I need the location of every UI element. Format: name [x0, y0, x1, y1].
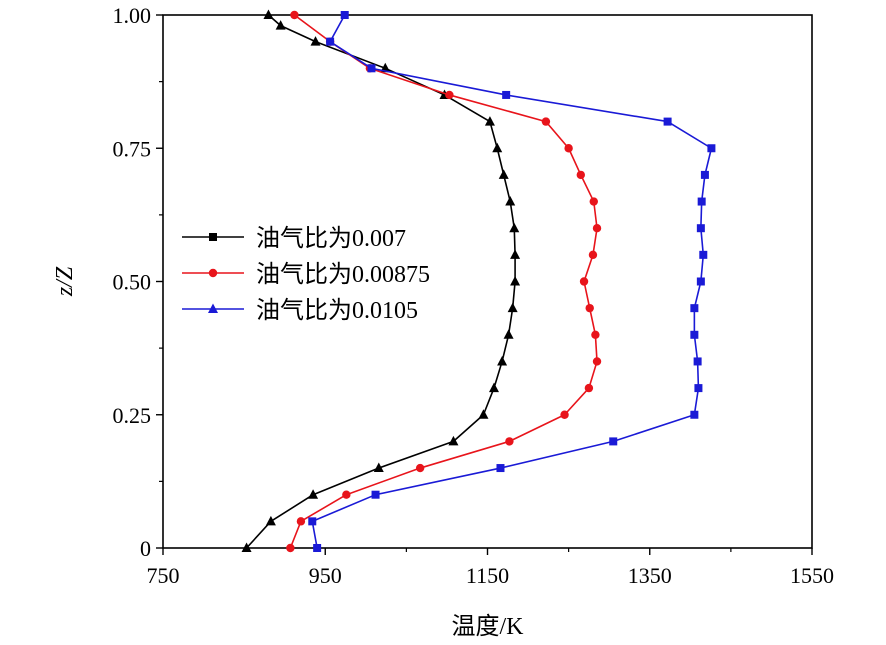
series-2-point — [560, 410, 569, 419]
ticks-layer: 750 950 1150 1350 1550 0 0.25 0.50 0.75 1.00 — [113, 3, 835, 588]
series-3-point — [367, 64, 376, 73]
series-1-point — [478, 409, 489, 419]
series-1-point — [507, 302, 518, 313]
series-3-point — [696, 277, 705, 286]
series-3-point — [700, 170, 709, 179]
legend-item-3: 油气比为0.0105 — [182, 297, 418, 324]
y-axis-title: z/Z — [52, 266, 78, 297]
x-tick-label: 750 — [147, 563, 180, 588]
series-3-point — [694, 384, 703, 393]
series-2-point — [415, 463, 425, 473]
series-3-point — [697, 197, 706, 206]
series-2-point — [296, 517, 306, 526]
series-3-point — [371, 490, 380, 499]
series-1-point — [263, 9, 274, 19]
series-2-point — [592, 224, 602, 233]
legend-item-1: 油气比为0.007 — [182, 225, 406, 252]
series-1-point — [510, 276, 521, 286]
series-3-point — [313, 544, 322, 552]
legend-marker — [208, 303, 218, 313]
x-axis-title: 温度/K — [452, 613, 525, 640]
y-tick-label: 0.75 — [113, 136, 152, 161]
series-2-point — [591, 330, 600, 339]
legend-marker — [208, 268, 218, 278]
series-2-point — [592, 357, 602, 366]
series-1-point — [492, 142, 503, 153]
series-3-point — [609, 437, 618, 446]
series-2-point — [290, 10, 299, 20]
series-2-point — [589, 197, 598, 206]
series-3-point — [663, 117, 672, 126]
series-1-point — [498, 169, 509, 179]
series-3 — [308, 11, 716, 552]
series-2-point — [286, 543, 295, 553]
series-1-point — [448, 435, 459, 446]
series-2-point — [541, 117, 551, 126]
x-tick-label: 950 — [309, 563, 342, 588]
y-tick-label: 0.50 — [113, 270, 152, 295]
x-tick-label: 1350 — [628, 563, 672, 588]
y-tick-label: 1.00 — [113, 3, 152, 28]
x-tick-label: 1150 — [466, 563, 509, 588]
series-2-point — [585, 303, 594, 313]
series-3-point — [308, 517, 317, 526]
legend: 油气比为0.007 油气比为0.00875 油气比为0.0105 — [182, 225, 430, 324]
legend-label: 油气比为0.0105 — [256, 297, 418, 324]
series-1 — [241, 9, 521, 552]
series-3-point — [690, 330, 699, 339]
series-1-point — [484, 116, 495, 126]
series-2-point — [588, 250, 598, 260]
series-2 — [286, 10, 602, 553]
series-2-point — [579, 277, 589, 286]
series-2-point — [342, 490, 351, 499]
series-1-point — [509, 222, 520, 233]
legend-label: 油气比为0.007 — [256, 225, 406, 252]
series-1-line — [245, 14, 516, 549]
series-1-point — [373, 462, 384, 473]
legend-marker — [209, 233, 217, 241]
series-3-point — [502, 90, 511, 99]
legend-label: 油气比为0.00875 — [256, 261, 430, 288]
series-1-point — [497, 355, 508, 366]
series-1-point — [503, 329, 514, 339]
series-1-point — [488, 382, 499, 393]
series-3-point — [699, 250, 708, 259]
series-layer — [241, 9, 716, 553]
series-3-point — [496, 464, 505, 473]
series-3-point — [690, 410, 699, 419]
x-tick-label: 1550 — [790, 563, 834, 588]
series-3-point — [690, 304, 699, 313]
series-2-point — [564, 144, 573, 153]
series-2-point — [505, 437, 514, 446]
series-1-point — [265, 515, 276, 526]
series-3-point — [340, 11, 349, 19]
series-2-point — [445, 90, 454, 100]
series-2-point — [576, 170, 585, 180]
y-tick-label: 0 — [140, 536, 151, 561]
series-1-point — [308, 489, 319, 499]
series-1-point — [275, 20, 286, 30]
series-2-point — [584, 383, 594, 393]
series-1-point — [505, 196, 516, 206]
legend-item-2: 油气比为0.00875 — [182, 261, 430, 288]
series-3-point — [696, 224, 705, 233]
series-1-point — [310, 36, 321, 46]
series-3-point — [693, 357, 702, 366]
series-3-point — [707, 144, 716, 153]
y-tick-label: 0.25 — [113, 403, 152, 428]
series-3-point — [326, 37, 335, 46]
series-1-point — [510, 249, 521, 259]
